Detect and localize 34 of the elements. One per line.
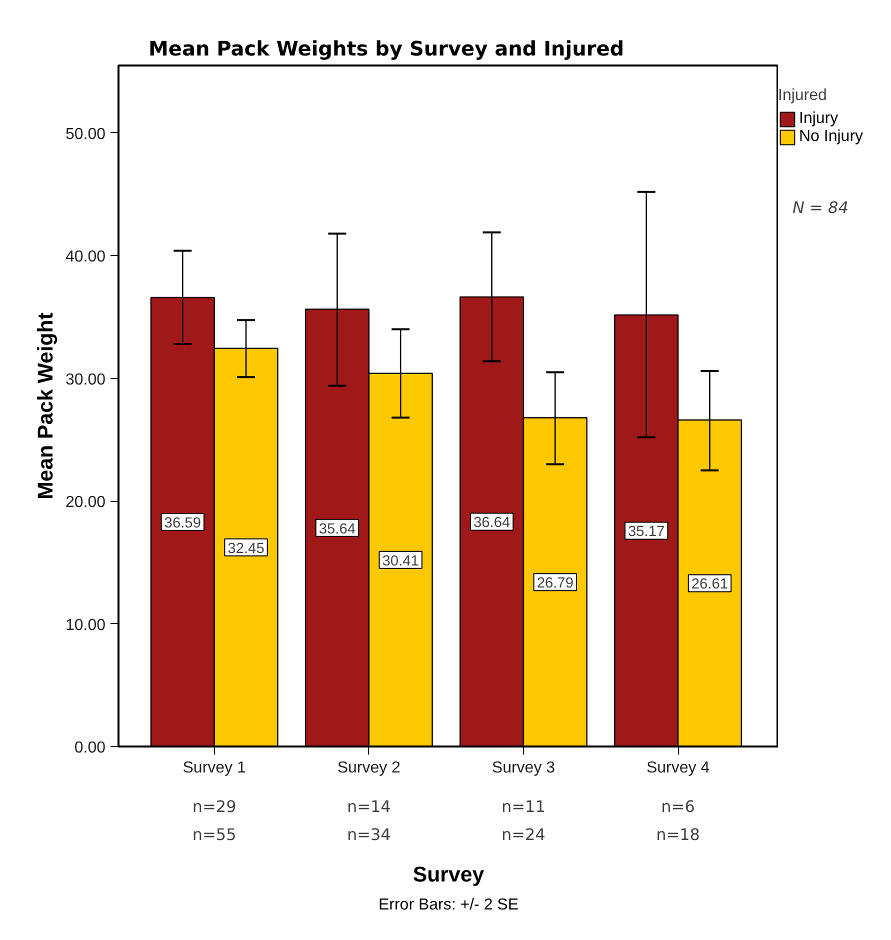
data-label: 35.64 [318,521,356,538]
data-label: 26.79 [536,576,574,592]
text: n=24 [502,825,546,844]
data-label: 36.64 [473,515,510,532]
data-label: 35.17 [628,524,665,540]
y-tick-label: 30.00 [65,371,106,388]
text: Error Bars: +/- 2 SE [378,896,519,914]
text: n=6 [661,797,695,816]
y-tick-label: 50.00 [65,126,106,143]
x-axis-title: Survey [412,862,484,886]
y-tick-label: 0.00 [74,740,106,756]
y-axis-title: Mean Pack Weight [33,312,58,500]
data-label: 26.61 [691,576,728,593]
y-tick-label: 40.00 [65,248,106,266]
y-tick-label: 20.00 [65,494,106,512]
text: n=14 [346,797,391,816]
text: n=29 [192,797,236,816]
text: n=55 [192,825,236,844]
x-tick-label: Survey 1 [182,760,246,776]
text: N = 84 [792,198,848,218]
x-tick-label: Survey 4 [646,760,710,776]
legend-title: Injured [778,87,828,105]
x-tick-label: Survey 2 [337,760,401,776]
chart-title: Mean Pack Weights by Survey and Injured [148,36,624,60]
legend-label: Injury [799,110,838,128]
x-tick-label: Survey 3 [492,760,556,776]
data-label: 32.45 [228,540,264,557]
data-label: 30.41 [382,553,419,570]
y-tick-label: 10.00 [65,616,106,634]
text: n=18 [656,825,700,844]
data-label: 36.59 [164,516,201,532]
text: n=11 [502,797,546,816]
text: n=34 [346,825,391,844]
legend-label: No Injury [799,128,864,146]
